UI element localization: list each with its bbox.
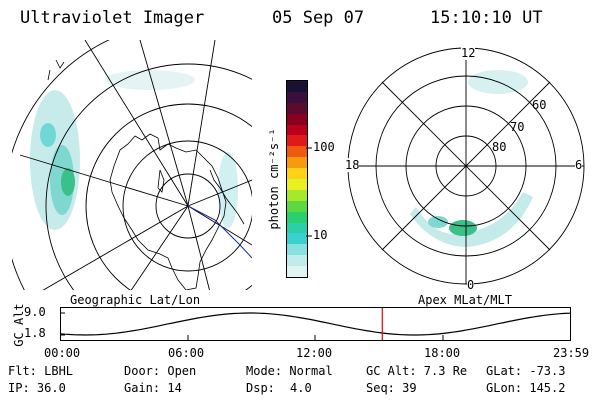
- colorbar-swatch: [287, 81, 307, 92]
- status-dsp-value: 4.0: [290, 381, 312, 395]
- aurora-emission-right: [410, 70, 533, 247]
- geographic-map: [12, 40, 252, 290]
- colorbar-swatch: [287, 233, 307, 245]
- latitude-circles: [12, 40, 252, 290]
- status-door: Door: Open: [124, 364, 197, 378]
- colorbar-swatch: [287, 157, 307, 169]
- altitude-xtick-1800: 18:00: [424, 346, 461, 360]
- colorbar-unit-label: photon cm⁻²s⁻¹: [267, 128, 281, 230]
- colorbar-swatch: [287, 135, 307, 147]
- geographic-map-label: Geographic Lat/Lon: [70, 293, 201, 307]
- altitude-xtick-1200: 12:00: [296, 346, 333, 360]
- colorbar-swatch: [287, 179, 307, 190]
- colorbar-swatch: [287, 124, 307, 136]
- altitude-ytick-max: 9.0: [24, 305, 46, 319]
- status-filter: Flt: LBHL: [8, 364, 74, 378]
- status-gain: Gain: 14: [124, 381, 182, 395]
- mlt-label-0: 0: [467, 278, 475, 292]
- mlt-label-18: 18: [345, 158, 360, 172]
- status-mode: Mode: Normal: [246, 364, 333, 378]
- status-glon: GLon: 145.2: [486, 381, 566, 395]
- status-seq: Seq: 39: [366, 381, 417, 395]
- mlt-label-6: 6: [575, 158, 583, 172]
- status-ip: IP: 36.0: [8, 381, 66, 395]
- altitude-plot: [60, 307, 571, 341]
- colorbar-swatch: [287, 168, 307, 180]
- colorbar-swatch: [287, 146, 307, 158]
- colorbar-swatch: [287, 113, 307, 125]
- observation-time: 15:10:10 UT: [430, 8, 543, 28]
- mlat-label-60: 60: [532, 98, 547, 112]
- instrument-title: Ultraviolet Imager: [20, 8, 205, 28]
- coastline-detail: [47, 59, 245, 225]
- colorbar-swatch: [287, 222, 307, 234]
- altitude-xtick-0000: 00:00: [44, 346, 81, 360]
- observation-date: 05 Sep 07: [272, 8, 365, 28]
- colorbar-swatch: [287, 189, 307, 201]
- colorbar-swatch: [287, 255, 307, 267]
- mlat-label-80: 80: [492, 140, 507, 154]
- colorbar-tick-10: 10: [313, 228, 328, 242]
- colorbar-swatch: [287, 244, 307, 256]
- aurora-emission-left: [30, 70, 238, 230]
- colorbar-swatch: [287, 211, 307, 223]
- status-gc-alt: GC Alt: 7.3 Re: [366, 364, 468, 378]
- altitude-ytick-min: 1.8: [24, 326, 46, 340]
- status-dsp-label: Dsp:: [246, 381, 275, 395]
- satellite-track: [187, 205, 252, 259]
- colorbar-tick-100: 100: [313, 140, 335, 154]
- colorbar-swatch: [287, 266, 307, 278]
- apex-mlt-map: [347, 47, 585, 285]
- colorbar-ticks: [306, 147, 312, 237]
- longitude-lines: [19, 40, 252, 290]
- coastline: [109, 133, 227, 290]
- colorbar-swatch: [287, 102, 307, 114]
- mlat-label-70: 70: [510, 120, 525, 134]
- colorbar-swatches: [286, 80, 308, 278]
- colorbar-swatch: [287, 91, 307, 103]
- altitude-curve: [60, 312, 571, 336]
- altitude-xtick-0600: 06:00: [168, 346, 205, 360]
- altitude-xtick-2359: 23:59: [553, 346, 590, 360]
- apex-map-label: Apex MLat/MLT: [418, 293, 512, 307]
- colorbar-swatch: [287, 200, 307, 212]
- mlt-label-12: 12: [461, 46, 476, 60]
- status-glat: GLat: -73.3: [486, 364, 566, 378]
